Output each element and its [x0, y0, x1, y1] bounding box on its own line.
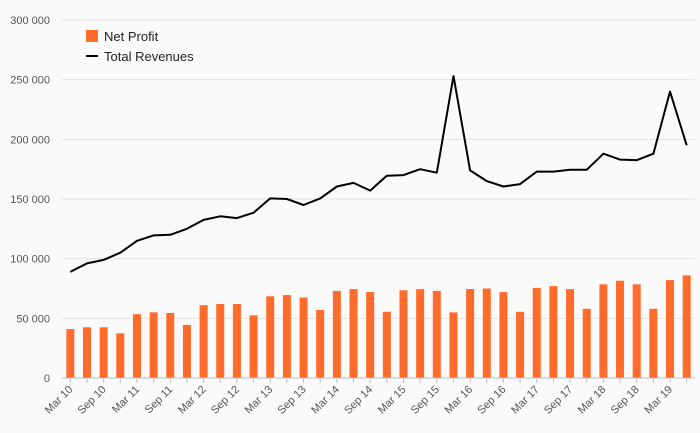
- net-profit-bar: [549, 286, 558, 378]
- x-tick-label: Mar 16: [443, 384, 476, 417]
- net-profit-bar: [566, 289, 575, 378]
- grid-layer: [62, 19, 695, 319]
- net-profit-bar: [299, 297, 308, 378]
- net-profit-bar: [249, 315, 258, 378]
- net-profit-bar: [332, 290, 341, 378]
- legend-swatch-net-profit: [86, 30, 98, 42]
- x-tick-label: Mar 18: [576, 384, 609, 417]
- net-profit-bar: [116, 333, 125, 378]
- net-profit-bar: [499, 292, 508, 378]
- y-tick-label: 200 000: [10, 134, 50, 146]
- net-profit-bar: [349, 289, 358, 378]
- x-tick-label: Mar 12: [176, 384, 209, 417]
- net-profit-bar: [199, 305, 208, 378]
- net-profit-bar: [432, 290, 441, 378]
- net-profit-bar: [182, 324, 191, 378]
- y-tick-label: 250 000: [10, 75, 50, 87]
- net-profit-bar: [132, 314, 141, 378]
- x-tick-label: Sep 12: [209, 384, 242, 417]
- net-profit-bar: [599, 284, 608, 378]
- x-tick-label: Sep 13: [276, 384, 309, 417]
- x-tick-label: Mar 10: [43, 384, 76, 417]
- x-tick-label: Mar 14: [309, 384, 342, 417]
- net-profit-bar: [399, 290, 408, 378]
- y-tick-label: 150 000: [10, 194, 50, 206]
- net-profit-bar: [282, 295, 291, 378]
- x-tick-label: Mar 11: [110, 384, 142, 416]
- x-tick-label: Sep 10: [76, 384, 109, 417]
- net-profit-bar: [382, 311, 391, 378]
- net-profit-bar: [616, 280, 625, 378]
- net-profit-bar: [316, 309, 325, 378]
- y-tick-label: 300 000: [10, 15, 50, 27]
- x-tick-label: Sep 14: [342, 384, 375, 417]
- x-tick-label: Sep 16: [475, 384, 508, 417]
- legend-label-net-profit: Net Profit: [104, 29, 159, 44]
- net-profit-bars: [66, 275, 691, 378]
- total-revenues-line-layer: [69, 75, 688, 273]
- x-tick-label: Sep 17: [542, 384, 575, 417]
- y-tick-label: 50 000: [16, 313, 50, 325]
- net-profit-bar: [232, 304, 241, 378]
- y-tick-label: 0: [44, 373, 50, 385]
- net-profit-bar: [99, 327, 108, 378]
- legend-label-total-revenues: Total Revenues: [104, 49, 194, 64]
- x-tick-label: Mar 13: [243, 384, 276, 417]
- net-profit-bar: [516, 311, 525, 378]
- net-profit-bar: [149, 312, 158, 378]
- net-profit-bar: [666, 280, 675, 378]
- legend: Net Profit Total Revenues: [86, 29, 194, 64]
- x-tick-label: Sep 15: [409, 384, 442, 417]
- net-profit-bar: [582, 308, 591, 378]
- net-profit-bar: [482, 288, 491, 378]
- x-tick-label: Mar 17: [509, 384, 542, 417]
- net-profit-bar: [66, 329, 75, 378]
- y-tick-label: 100 000: [10, 254, 50, 266]
- net-profit-bar: [466, 289, 475, 378]
- net-profit-bar: [416, 289, 425, 378]
- net-profit-bar: [366, 292, 375, 378]
- net-profit-bar: [649, 308, 658, 378]
- x-tick-label: Mar 15: [376, 384, 409, 417]
- net-profit-bar: [82, 327, 91, 378]
- net-profit-bar: [532, 287, 541, 378]
- x-tick-label: Sep 18: [609, 384, 642, 417]
- net-profit-bar: [216, 304, 225, 378]
- x-tick-label: Mar 19: [642, 384, 675, 417]
- net-profit-bar: [449, 312, 458, 378]
- x-tick-label: Sep 11: [143, 384, 176, 417]
- net-profit-bar: [682, 275, 691, 378]
- net-profit-bar: [632, 284, 641, 378]
- total-revenues-line: [69, 75, 688, 273]
- net-profit-bar: [266, 296, 275, 378]
- net-profit-bar: [166, 312, 175, 378]
